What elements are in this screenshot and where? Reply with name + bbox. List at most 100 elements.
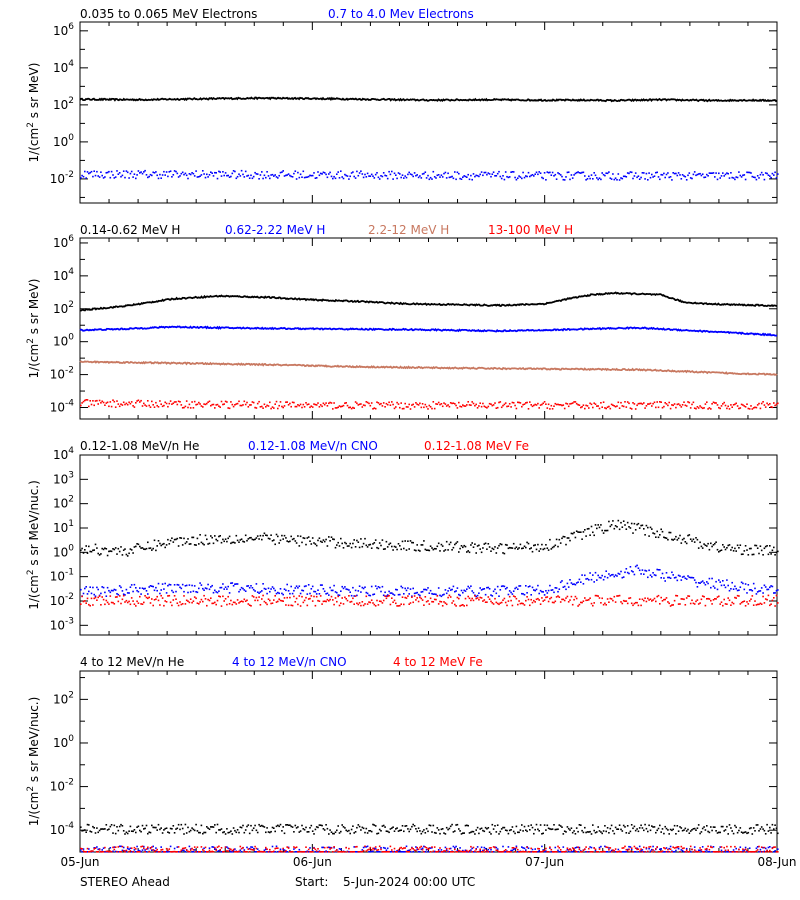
data-point [176,537,179,540]
data-point [271,540,274,542]
data-point [746,849,748,852]
data-point [243,589,246,591]
data-point [771,549,774,552]
data-point [495,849,498,851]
data-point [578,603,581,606]
data-point [679,174,681,176]
data-point [382,824,385,827]
data-point [570,827,573,829]
data-point [279,848,282,851]
data-point [656,829,658,832]
data-point [612,173,614,175]
data-point [112,174,114,176]
data-point [553,824,555,826]
data-point [187,538,189,540]
data-point [632,851,634,853]
data-point [120,175,122,178]
data-point [521,846,523,848]
data-point [648,172,650,174]
data-point [328,833,330,835]
data-point [266,592,268,595]
data-point [575,171,578,174]
data-point [735,176,737,178]
data-point [767,851,770,853]
data-point [735,587,737,590]
data-point [439,832,441,835]
data-point [164,582,166,585]
data-point [114,406,117,408]
data-point [404,587,406,590]
data-point [181,849,184,852]
data-point [419,550,421,552]
data-point [298,585,301,587]
data-point [376,851,378,853]
data-point [100,171,102,173]
data-point [718,851,720,853]
data-point [527,171,530,174]
data-point [307,403,310,405]
data-point [714,176,716,178]
data-point [282,593,284,596]
data-point [636,601,638,604]
data-point [302,601,305,604]
data-point [684,541,687,543]
data-point [385,597,388,600]
data-point [612,404,614,406]
data-point [141,824,144,827]
data-point [484,406,487,408]
data-point [309,592,311,595]
data-point [614,601,617,603]
data-point [352,597,354,600]
data-point [184,585,187,587]
data-point [692,173,695,176]
data-point [763,846,766,849]
data-point [515,178,518,181]
data-point [232,827,235,829]
data-point [372,175,374,177]
data-point [739,407,742,409]
data-point [88,848,90,850]
data-point [534,851,536,853]
data-point [699,849,701,851]
data-point [145,405,148,407]
data-point [443,402,445,404]
data-point [149,173,152,176]
plot-frame [79,454,778,636]
data-point [433,850,436,853]
data-point [495,407,498,409]
data-point [392,549,394,551]
data-point [488,546,491,548]
data-point [514,848,516,850]
data-point [265,534,267,536]
data-point [452,831,455,833]
data-point [204,598,207,600]
data-point [602,532,605,534]
data-point [534,848,536,850]
data-point [389,845,392,848]
data-point [395,851,397,853]
data-point [385,595,388,597]
data-point [616,595,618,597]
data-point [342,177,345,180]
data-point [246,401,248,404]
data-point [84,600,86,602]
data-point [242,587,244,590]
data-point [125,851,128,853]
data-point [683,598,685,601]
data-point [384,174,386,177]
data-point [248,832,251,835]
data-point [348,406,350,409]
data-point [263,403,266,406]
data-point [441,405,444,408]
data-point [202,406,204,408]
data-point [581,574,583,576]
data-point [621,830,624,832]
data-point [193,175,196,177]
data-point [451,851,453,853]
data-point [144,849,146,851]
data-point [751,408,754,410]
data-point [677,846,680,848]
data-point [747,831,750,834]
data-point [180,404,183,406]
data-point [459,177,461,180]
